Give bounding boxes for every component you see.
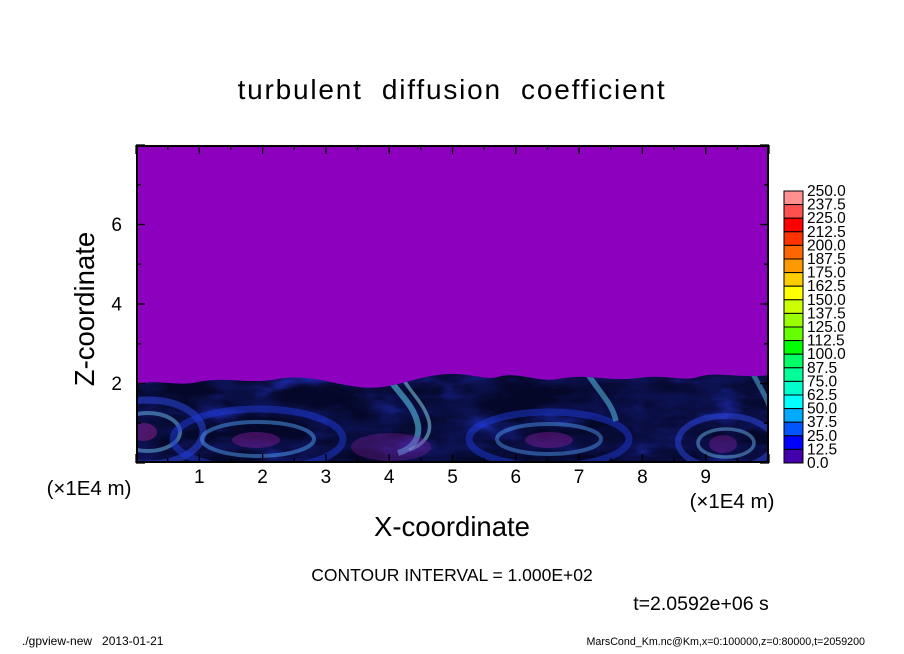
svg-text:MarsCond_Km.nc@Km,x=0:100000,z: MarsCond_Km.nc@Km,x=0:100000,z=0:80000,t… [586,636,865,648]
svg-text:CONTOUR INTERVAL = 1.000E+02: CONTOUR INTERVAL = 1.000E+02 [311,565,592,585]
svg-text:1: 1 [194,467,205,488]
svg-text:X-coordinate: X-coordinate [374,511,530,542]
svg-text:3: 3 [321,467,332,488]
svg-text:t=2.0592e+06 s: t=2.0592e+06 s [633,593,769,615]
svg-text:2: 2 [257,467,268,488]
svg-text:(×1E4 m): (×1E4 m) [690,490,775,513]
svg-text:./gpview-new 2013-01-21: ./gpview-new 2013-01-21 [22,634,164,648]
svg-text:4: 4 [384,467,395,488]
svg-text:0.0: 0.0 [807,455,829,472]
svg-text:8: 8 [637,467,648,488]
svg-text:9: 9 [700,467,711,488]
svg-text:2: 2 [111,374,122,395]
svg-text:(×1E4 m): (×1E4 m) [47,477,132,500]
svg-text:5: 5 [447,467,458,488]
svg-text:Z-coordinate: Z-coordinate [69,232,100,386]
svg-text:7: 7 [574,467,585,488]
svg-text:4: 4 [111,295,122,316]
svg-text:6: 6 [111,215,122,236]
svg-text:6: 6 [511,467,522,488]
